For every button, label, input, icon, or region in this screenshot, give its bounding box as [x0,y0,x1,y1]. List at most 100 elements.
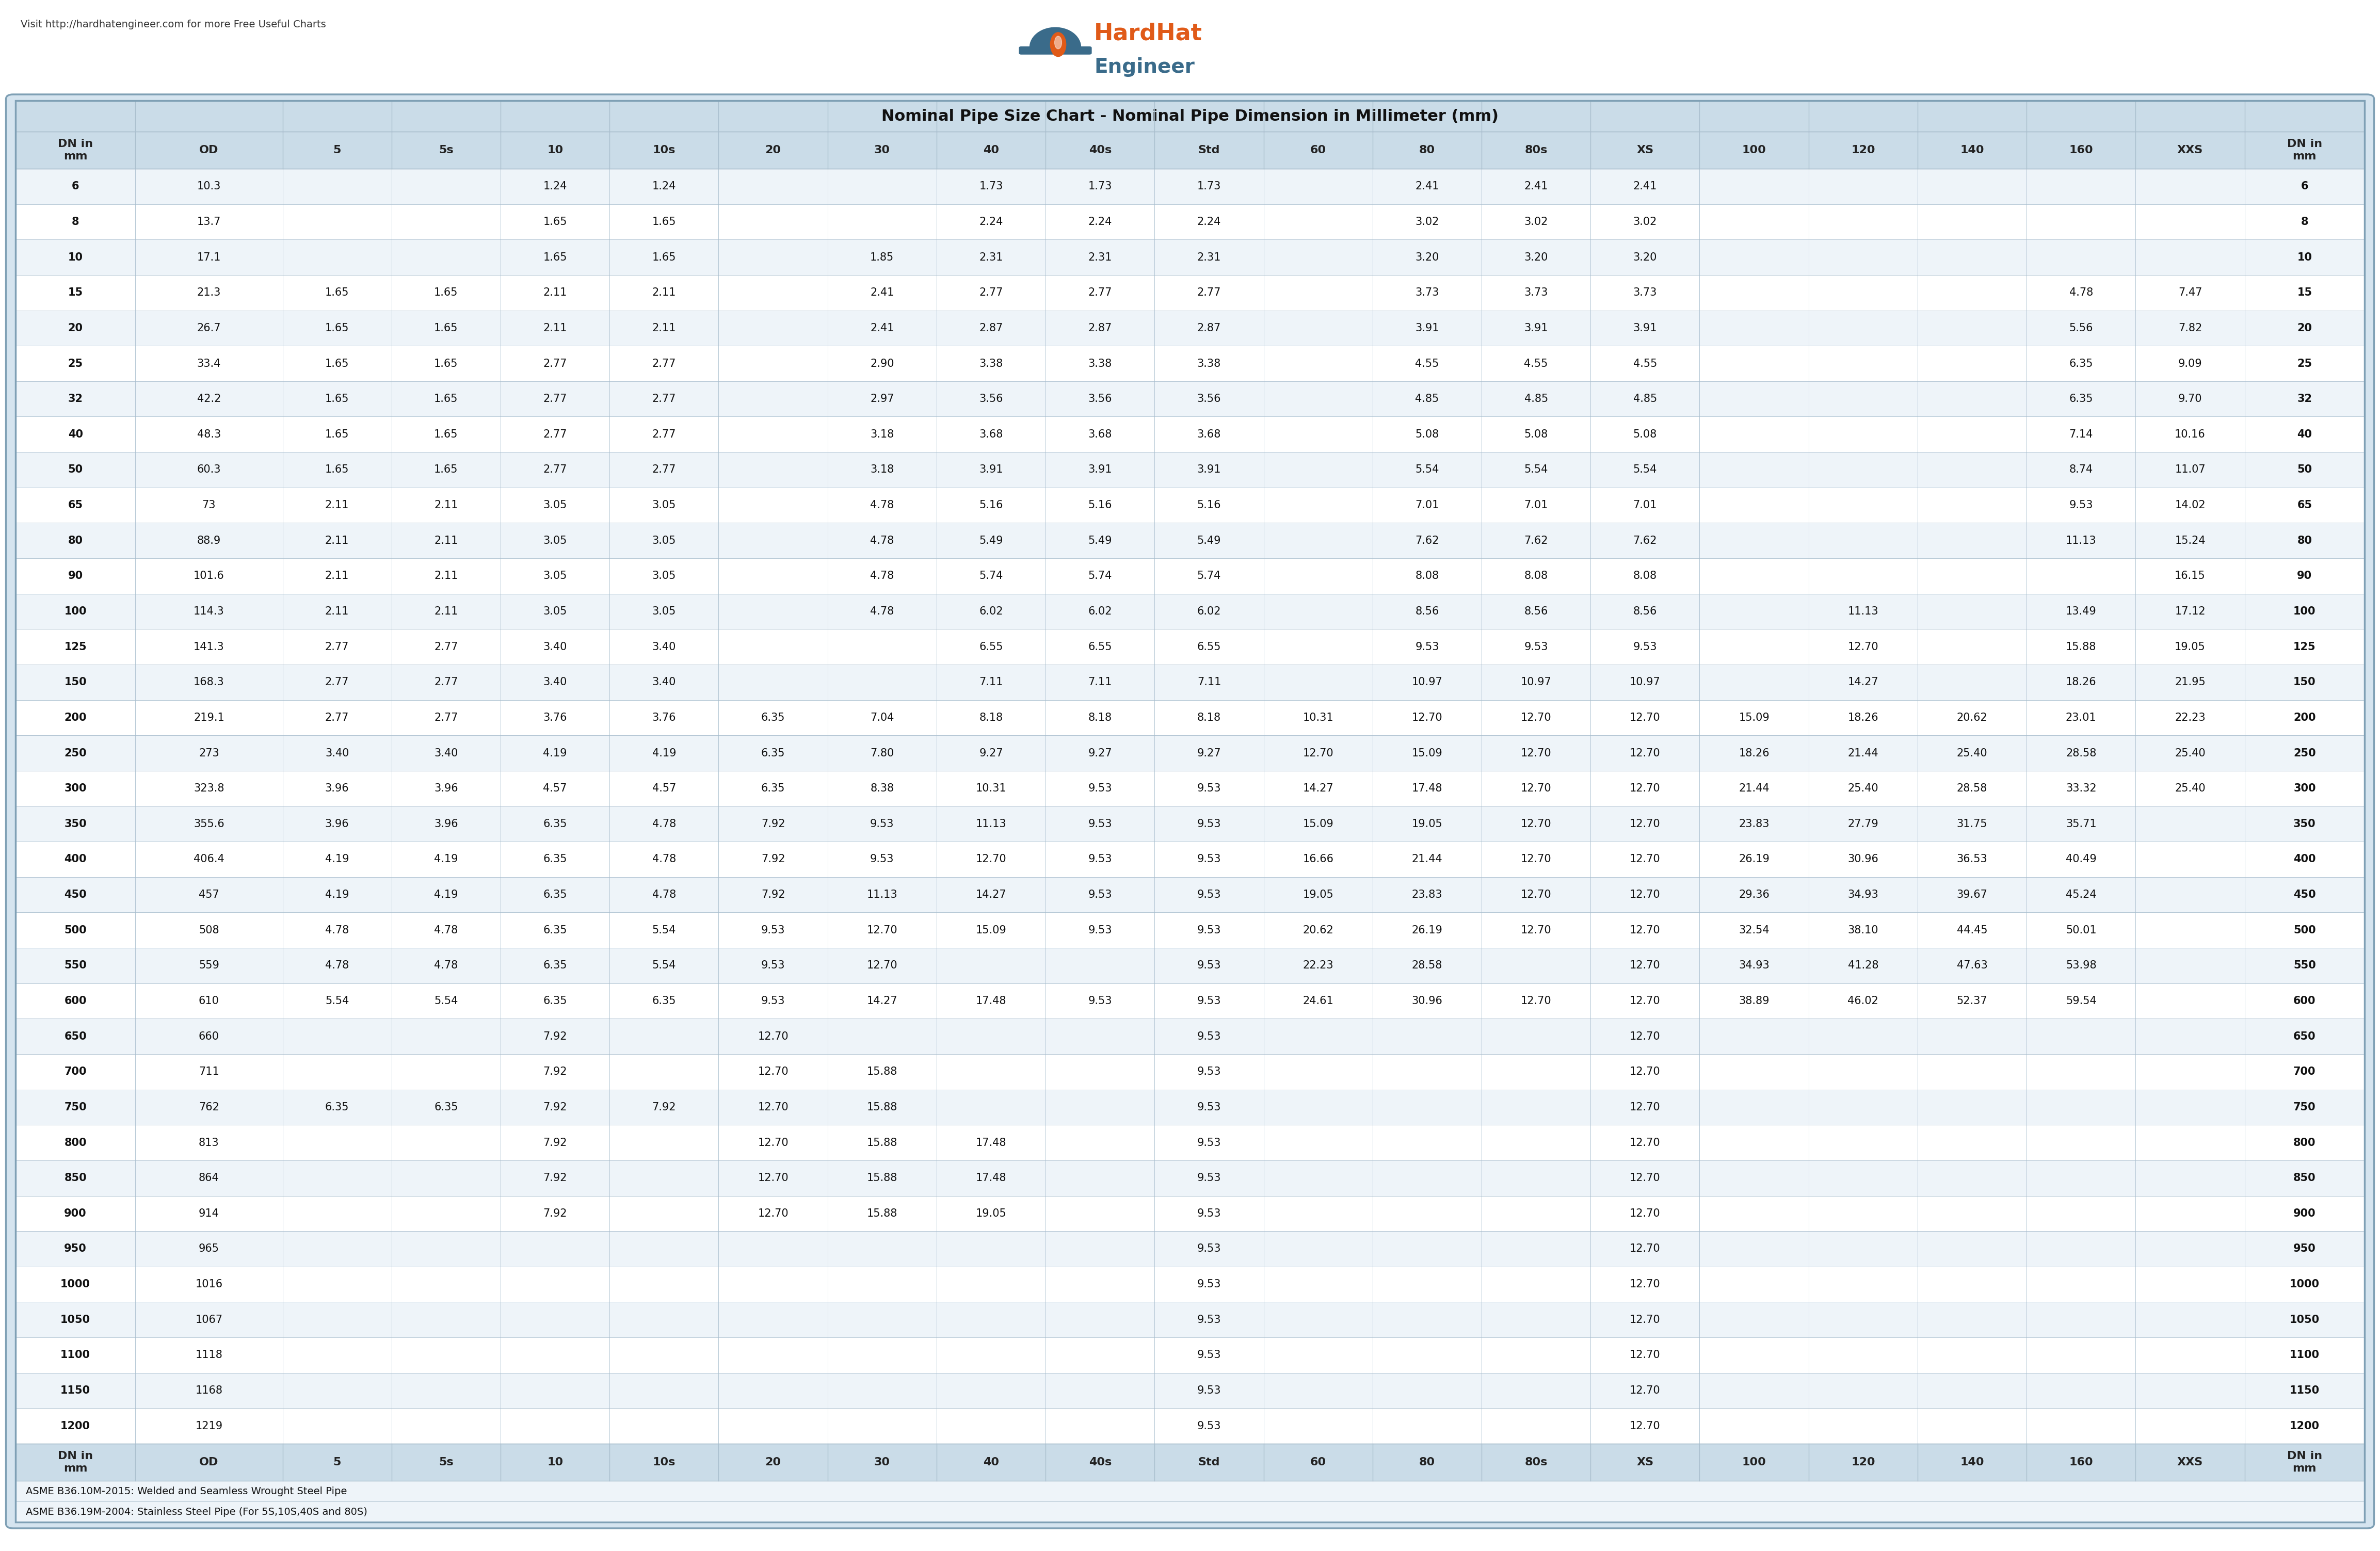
Text: 21.44: 21.44 [1740,783,1768,794]
Text: 1.24: 1.24 [652,181,676,192]
Text: 4.19: 4.19 [326,855,350,864]
Text: 80s: 80s [1526,1456,1547,1467]
Text: 12.70: 12.70 [1630,855,1661,864]
Text: 700: 700 [2294,1067,2316,1076]
Text: 3.02: 3.02 [1633,217,1656,226]
Text: 6.02: 6.02 [1197,606,1221,617]
Text: 9.53: 9.53 [1197,1173,1221,1183]
Text: 19.05: 19.05 [2175,642,2206,651]
Text: 6.55: 6.55 [1088,642,1111,651]
Text: 14.27: 14.27 [866,996,897,1007]
Text: 2.24: 2.24 [978,217,1002,226]
Bar [17,101,2363,132]
Text: 6.35: 6.35 [543,890,566,900]
Bar [17,169,2363,205]
Text: 150: 150 [64,678,86,687]
Text: 30: 30 [873,144,890,155]
Text: 5.54: 5.54 [326,996,350,1007]
Text: 4.85: 4.85 [1523,394,1547,405]
Text: 9.53: 9.53 [1197,960,1221,971]
Text: 6.35: 6.35 [2068,394,2092,405]
Text: 80s: 80s [1526,144,1547,155]
Text: 219.1: 219.1 [193,712,224,723]
Text: 60.3: 60.3 [198,465,221,475]
Bar [17,275,2363,310]
Text: 5.54: 5.54 [1416,465,1440,475]
Text: 33.4: 33.4 [198,358,221,369]
Text: 9.53: 9.53 [1197,783,1221,794]
Text: 15.88: 15.88 [866,1103,897,1112]
Text: 25.40: 25.40 [1847,783,1878,794]
Text: 5.16: 5.16 [978,499,1002,510]
Text: 23.83: 23.83 [1411,890,1442,900]
Text: 17.48: 17.48 [1411,783,1442,794]
Text: 12.70: 12.70 [757,1208,788,1219]
Text: 1050: 1050 [60,1315,90,1325]
Text: XXS: XXS [2178,144,2204,155]
Bar [17,1196,2363,1231]
Text: 965: 965 [198,1244,219,1255]
Text: 2.77: 2.77 [326,712,350,723]
Text: 300: 300 [2294,783,2316,794]
Text: 9.53: 9.53 [1197,1031,1221,1042]
Text: 14.27: 14.27 [1847,678,1878,687]
Text: 2.77: 2.77 [326,642,350,651]
Text: 3.56: 3.56 [978,394,1002,405]
Text: 2.11: 2.11 [326,571,350,582]
Text: 12.70: 12.70 [1521,890,1552,900]
Text: 3.05: 3.05 [543,571,566,582]
Text: OD: OD [200,144,219,155]
Text: ASME B36.10M-2015: Welded and Seamless Wrought Steel Pipe: ASME B36.10M-2015: Welded and Seamless W… [26,1486,347,1497]
Text: 323.8: 323.8 [193,783,224,794]
Text: 9.27: 9.27 [1088,748,1111,758]
Text: 15.09: 15.09 [1411,748,1442,758]
Text: 1.65: 1.65 [326,358,350,369]
Text: 100: 100 [1742,144,1766,155]
Text: 3.38: 3.38 [978,358,1002,369]
Text: 2.11: 2.11 [543,287,566,298]
Bar [17,239,2363,275]
Bar [17,1231,2363,1267]
Text: 12.70: 12.70 [757,1137,788,1148]
Text: 3.05: 3.05 [543,499,566,510]
Text: 3.56: 3.56 [1088,394,1111,405]
Text: 15: 15 [2297,287,2311,298]
Bar [17,771,2363,807]
Text: 9.53: 9.53 [762,960,785,971]
Text: 60: 60 [1309,144,1326,155]
Text: 3.73: 3.73 [1523,287,1547,298]
Text: 32: 32 [2297,394,2311,405]
Text: 168.3: 168.3 [193,678,224,687]
Text: 2.77: 2.77 [433,678,457,687]
Text: 38.10: 38.10 [1847,924,1878,935]
Text: 40s: 40s [1088,1456,1111,1467]
Text: 7.01: 7.01 [1523,499,1547,510]
Text: 18.26: 18.26 [1847,712,1878,723]
Text: 2.31: 2.31 [1088,253,1111,262]
Text: 40: 40 [983,144,1000,155]
Ellipse shape [1031,28,1081,67]
Text: 6.55: 6.55 [978,642,1002,651]
Text: 12.70: 12.70 [1630,819,1661,830]
Text: 2.77: 2.77 [1197,287,1221,298]
Text: 1.65: 1.65 [433,358,457,369]
Text: 6: 6 [71,181,79,192]
Text: 4.19: 4.19 [433,855,457,864]
Text: 12.70: 12.70 [757,1103,788,1112]
Text: 7.92: 7.92 [543,1103,566,1112]
Text: 3.91: 3.91 [1088,465,1111,475]
Text: 25: 25 [2297,358,2311,369]
Text: 3.05: 3.05 [652,571,676,582]
Text: 2.77: 2.77 [978,287,1002,298]
Text: 20.62: 20.62 [1302,924,1333,935]
Text: 6.35: 6.35 [652,996,676,1007]
Text: 15.88: 15.88 [866,1173,897,1183]
Text: 8.56: 8.56 [1633,606,1656,617]
Text: 20: 20 [2297,323,2311,333]
Text: 1200: 1200 [60,1421,90,1432]
Text: 600: 600 [64,996,86,1007]
Text: 914: 914 [198,1208,219,1219]
Text: 3.40: 3.40 [326,748,350,758]
Text: 12.70: 12.70 [1521,924,1552,935]
Text: 4.85: 4.85 [1416,394,1440,405]
